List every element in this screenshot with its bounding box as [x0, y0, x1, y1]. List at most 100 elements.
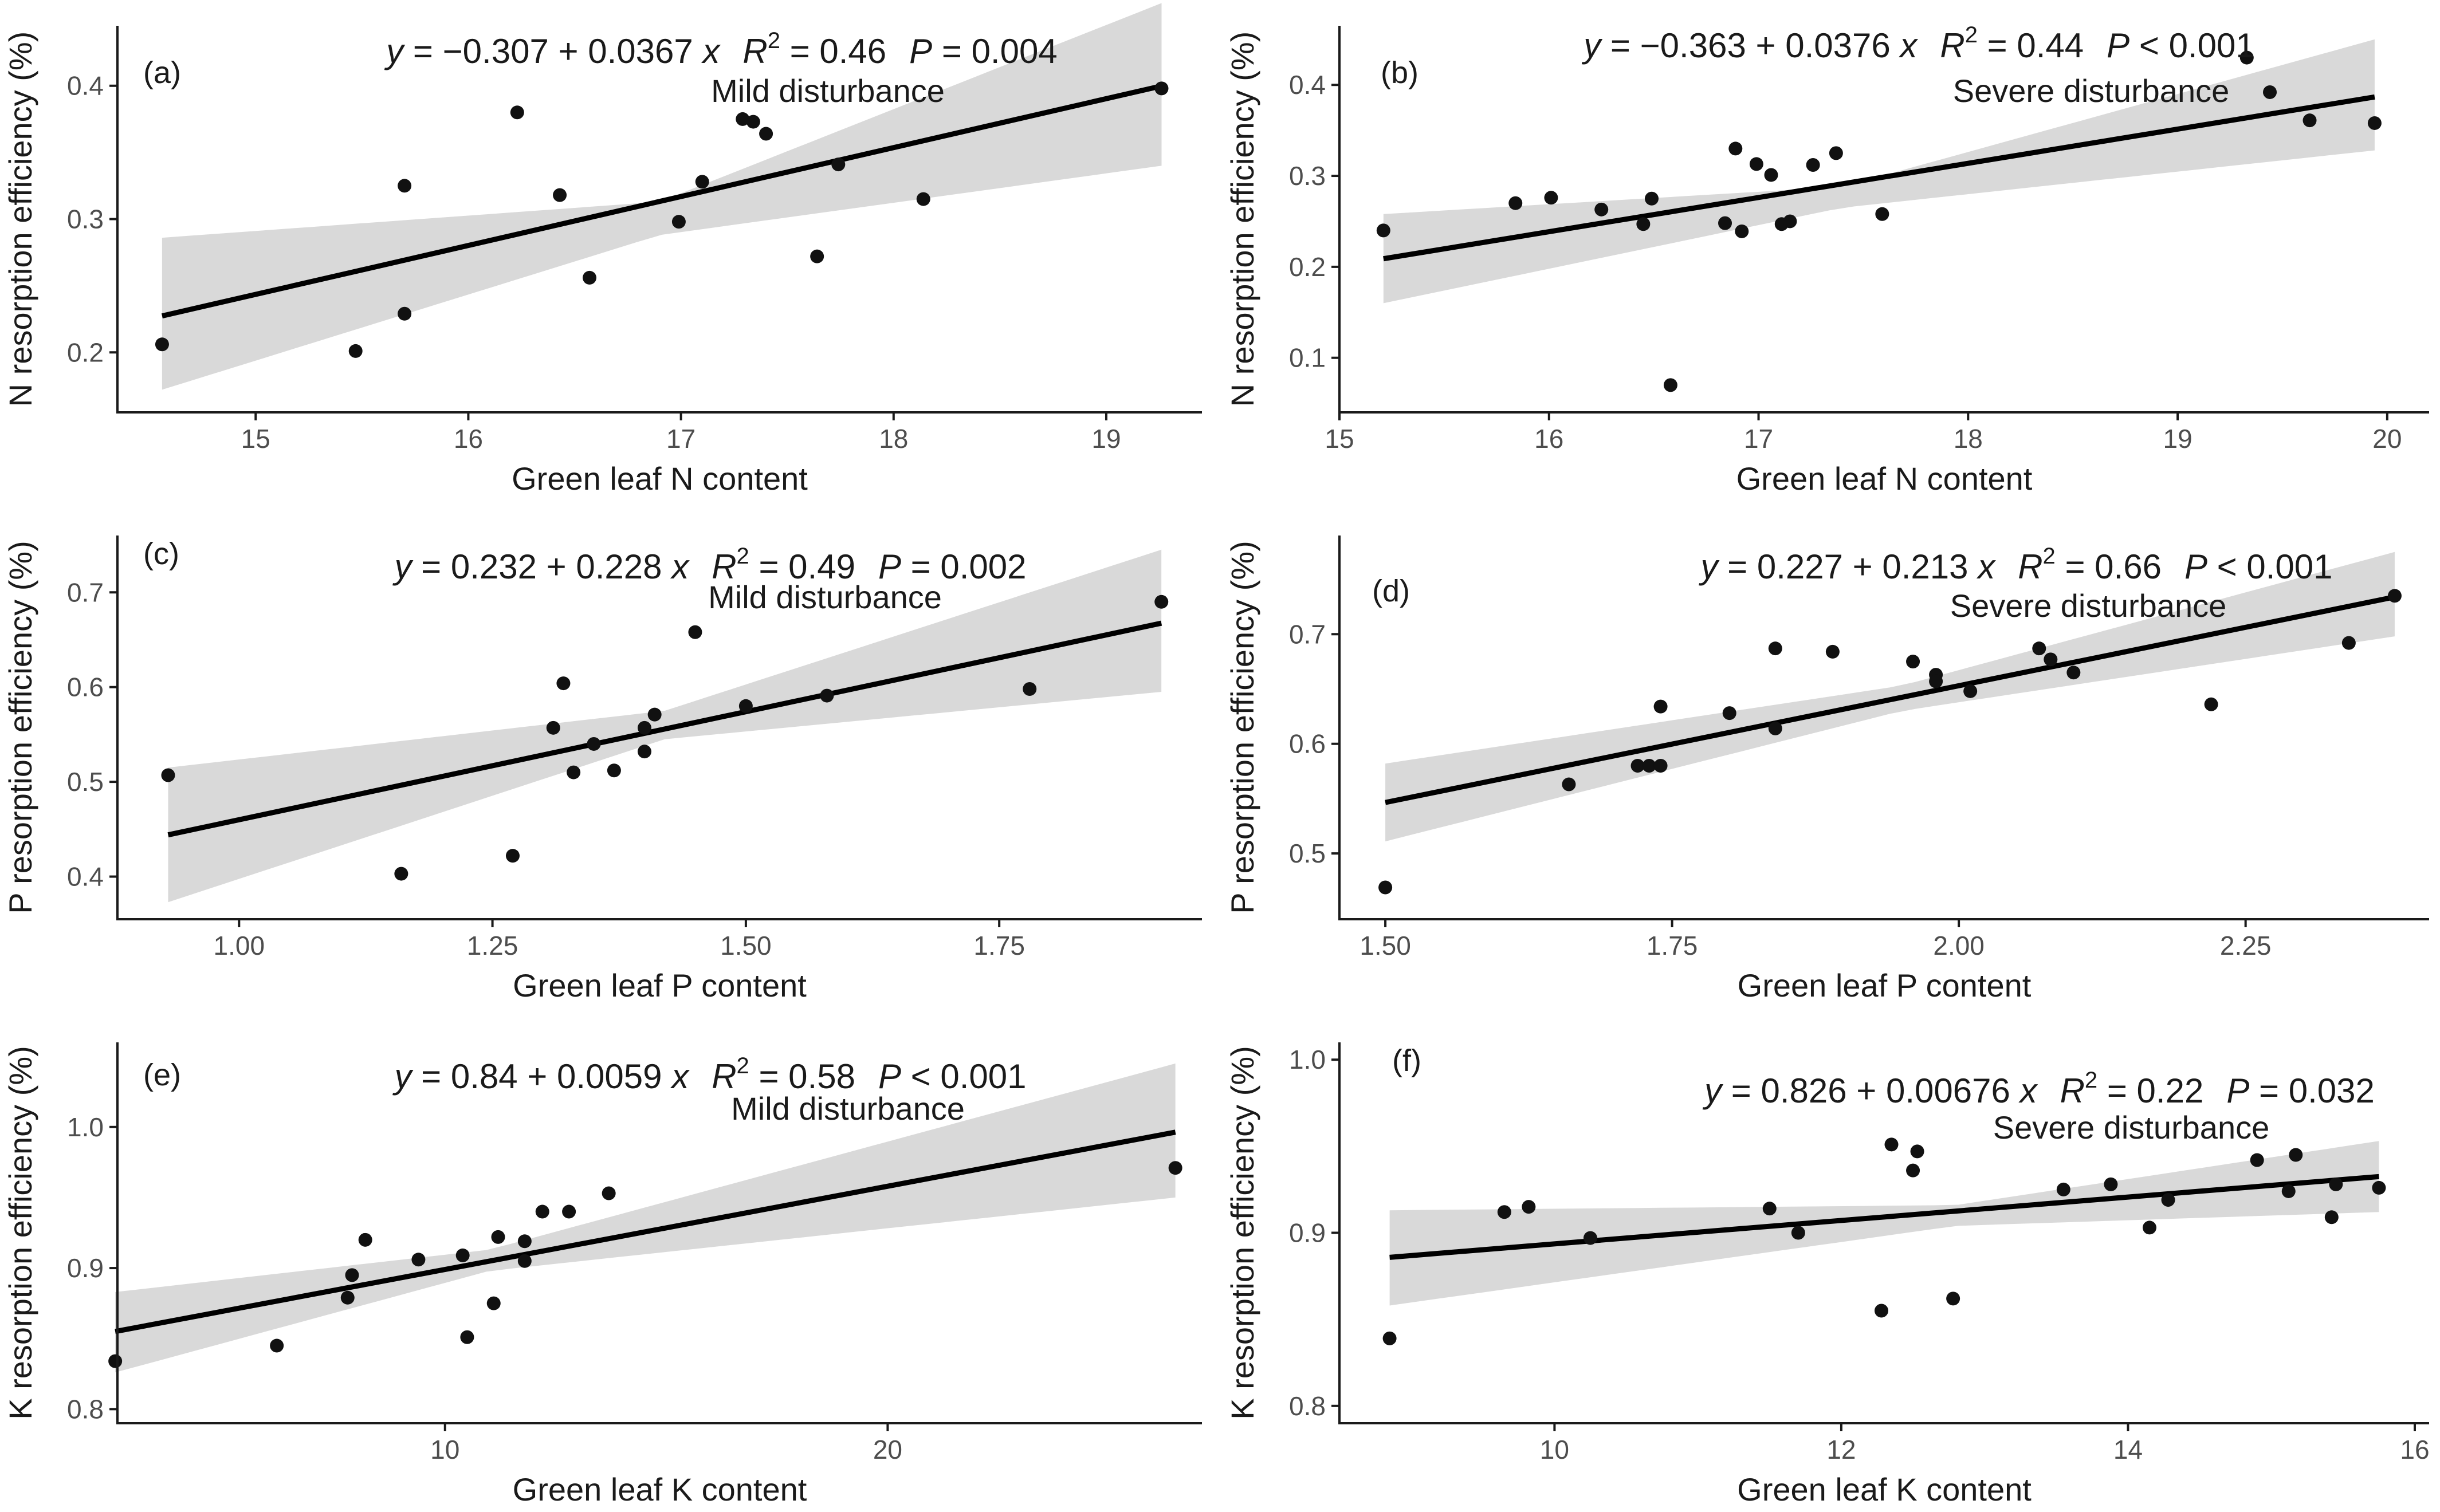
regression-equation: y = −0.307 + 0.0367 x R2 = 0.46 P = 0.004	[384, 28, 1057, 70]
y-tick-label: 1.0	[67, 1112, 104, 1142]
equation-r: R	[712, 1057, 736, 1096]
equation-x: x	[701, 32, 721, 70]
data-point	[398, 179, 412, 193]
equation-r: R	[2018, 548, 2042, 586]
y-tick-label: 0.9	[67, 1253, 104, 1283]
x-tick-label: 10	[1540, 1435, 1569, 1464]
panel-b: 15 16 17 18 19 20 0.1 0.2 0.3 0.4 Green leaf N con…	[1224, 22, 2429, 497]
data-point	[810, 249, 824, 263]
data-point	[2387, 589, 2402, 603]
equation-x: x	[1976, 548, 1996, 586]
panel-label: (b)	[1381, 56, 1419, 90]
panel-c: 1.00 1.25 1.50 1.75 0.4 0.5 0.6 0.7 Green leaf P…	[2, 536, 1202, 1003]
data-point	[1806, 158, 1820, 172]
condition-label: Severe disturbance	[1950, 588, 2227, 624]
x-tick-label: 18	[1954, 424, 1983, 454]
x-tick-label: 2.25	[2220, 931, 2272, 960]
data-point	[1874, 1304, 1888, 1318]
y-tick-label: 0.3	[67, 204, 104, 234]
data-point	[1630, 759, 1645, 773]
panel-label: (c)	[143, 537, 179, 571]
data-point	[1636, 217, 1651, 231]
data-point	[1722, 706, 1736, 720]
data-point	[562, 1204, 576, 1219]
panel-label: (a)	[143, 56, 181, 90]
data-point	[1728, 141, 1743, 156]
y-tick-label: 1.0	[1289, 1045, 1326, 1074]
confidence-band	[1389, 1141, 2379, 1306]
data-point	[411, 1253, 426, 1267]
y-tick-label: 0.3	[1289, 161, 1326, 191]
equation-p: P	[878, 1057, 901, 1096]
panel-a: 15 16 17 18 19 0.2 0.3 0.4 Green leaf N content N…	[2, 3, 1202, 497]
x-tick-label: 20	[2372, 424, 2402, 454]
data-point	[1378, 880, 1393, 895]
data-point	[820, 688, 834, 703]
condition-label: Mild disturbance	[731, 1090, 965, 1127]
regression-line	[1383, 94, 2375, 262]
data-point	[746, 115, 760, 129]
data-point	[1929, 674, 1943, 688]
equation-sup: 2	[2085, 1068, 2097, 1093]
equation-x: x	[2018, 1072, 2038, 1110]
data-point	[1718, 216, 1732, 230]
equation-eq: = 0.232 + 0.228	[411, 548, 671, 586]
data-point	[1653, 699, 1668, 714]
data-point	[1594, 202, 1609, 216]
equation-r-val: = 0.46	[780, 32, 886, 70]
data-point	[738, 699, 753, 713]
confidence-band	[162, 3, 1162, 390]
x-tick-label: 16	[2400, 1435, 2429, 1464]
y-tick-label: 0.7	[67, 577, 104, 607]
data-point	[161, 768, 175, 782]
data-point	[1562, 777, 1576, 792]
data-point	[2263, 85, 2277, 99]
data-point	[607, 763, 621, 778]
equation-r-val: = 0.66	[2056, 548, 2162, 586]
equation-p-val: < 0.001	[2129, 26, 2255, 65]
equation-p: P	[909, 32, 932, 70]
data-point	[1382, 1331, 1397, 1345]
equation-sup: 2	[2043, 544, 2056, 569]
data-point	[1663, 378, 1677, 392]
data-point	[517, 1254, 532, 1268]
data-point	[455, 1248, 470, 1262]
data-point	[517, 1234, 532, 1249]
equation-p: P	[2107, 26, 2129, 65]
data-point	[1829, 146, 1843, 160]
x-tick-label: 18	[879, 424, 908, 454]
data-point	[2239, 50, 2254, 65]
equation-eq: = 0.227 + 0.213	[1718, 548, 1978, 586]
confidence-band	[115, 1063, 1176, 1373]
condition-label: Mild disturbance	[708, 579, 942, 615]
y-tick-label: 0.4	[67, 71, 104, 101]
data-point	[2372, 1180, 2386, 1195]
equation-sup: 2	[1965, 22, 1978, 48]
y-tick-label: 0.4	[67, 862, 104, 892]
x-tick-label: 16	[1534, 424, 1563, 454]
y-axis-title: N resorption efficiency (%)	[2, 32, 38, 407]
x-tick-label: 17	[666, 424, 696, 454]
equation-y: y	[1581, 26, 1603, 65]
equation-r-val: = 0.58	[749, 1057, 855, 1096]
data-point	[535, 1204, 549, 1219]
y-axis-title: P resorption efficiency (%)	[2, 541, 38, 914]
data-point	[602, 1186, 616, 1200]
x-tick-label: 17	[1744, 424, 1773, 454]
x-tick-label: 1.50	[1360, 931, 1411, 960]
panel-label: (d)	[1372, 574, 1410, 608]
equation-y: y	[392, 548, 414, 586]
data-point	[2161, 1193, 2175, 1207]
x-tick-label: 19	[2163, 424, 2192, 454]
data-point	[1653, 759, 1668, 773]
regression-line	[115, 1129, 1176, 1334]
data-point	[1508, 196, 1523, 210]
data-point	[510, 105, 524, 120]
data-point	[1544, 191, 1558, 205]
equation-p-val: = 0.032	[2249, 1072, 2375, 1110]
equation-sup: 2	[737, 544, 749, 569]
equation-x: x	[1898, 26, 1918, 65]
x-axis-title: Green leaf K content	[1737, 1471, 2032, 1507]
confidence-band	[168, 549, 1162, 903]
equation-eq: = 0.826 + 0.00676	[1722, 1072, 2019, 1110]
